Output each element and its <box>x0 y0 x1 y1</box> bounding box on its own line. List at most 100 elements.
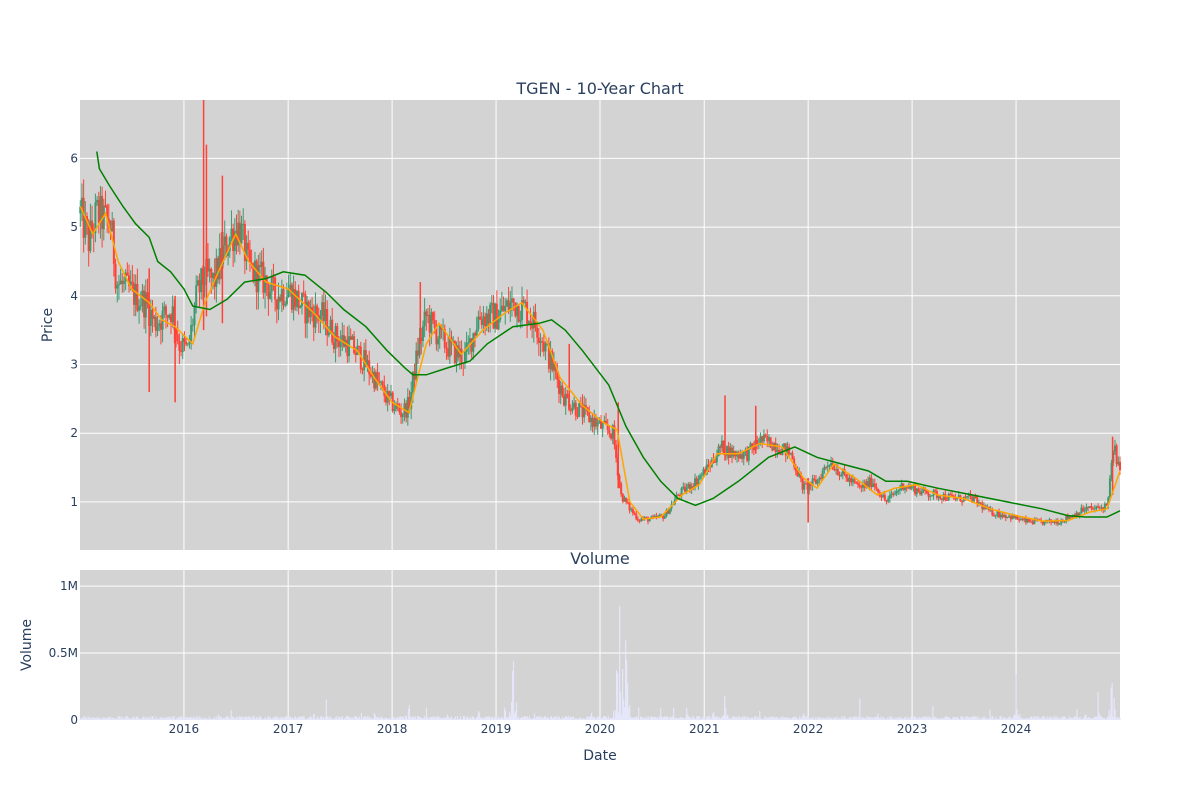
volume-bar <box>960 716 962 720</box>
candle-body <box>126 272 129 276</box>
volume-bar <box>750 717 752 720</box>
volume-bar <box>1082 718 1084 720</box>
candle-body <box>267 284 270 299</box>
candle-body <box>1041 521 1044 525</box>
volume-bar <box>146 718 148 720</box>
volume-bar <box>695 718 697 720</box>
volume-bar <box>627 683 629 720</box>
volume-bar <box>357 718 359 720</box>
volume-bar <box>992 716 994 720</box>
volume-bar <box>1118 717 1120 720</box>
candle-body <box>324 309 327 321</box>
volume-bar <box>145 716 147 720</box>
volume-bar <box>233 718 235 720</box>
volume-bar <box>876 716 878 720</box>
candle-body <box>739 454 742 459</box>
volume-bar <box>633 717 635 720</box>
volume-bar <box>850 716 852 720</box>
candle-body <box>1088 506 1091 508</box>
volume-axis-title: Volume <box>19 619 35 671</box>
candle-body <box>749 443 752 447</box>
candle-body <box>690 486 693 490</box>
candle-body <box>314 305 317 328</box>
volume-bar <box>142 716 144 720</box>
volume-bar <box>141 717 143 720</box>
candle-body <box>337 341 340 348</box>
volume-bar <box>1099 715 1101 720</box>
volume-bar <box>436 716 439 720</box>
volume-bar <box>787 717 789 720</box>
volume-bar <box>936 717 938 720</box>
volume-bar <box>670 716 672 720</box>
volume-bar <box>315 718 317 720</box>
volume-bar <box>376 716 378 720</box>
volume-bar <box>880 716 882 720</box>
volume-bar <box>659 716 661 720</box>
volume-bar <box>290 718 292 720</box>
candle-body <box>432 312 435 320</box>
volume-bar <box>297 717 299 720</box>
volume-bar <box>227 716 229 720</box>
volume-bar <box>261 719 263 720</box>
volume-bar <box>686 707 688 720</box>
volume-bar <box>646 716 648 720</box>
volume-bar <box>409 716 412 720</box>
candle-body <box>289 284 292 290</box>
volume-bar <box>498 718 501 720</box>
volume-bar <box>479 717 482 720</box>
candle-body <box>828 465 831 467</box>
price-gridlines <box>80 100 1120 550</box>
volume-bar <box>598 719 601 720</box>
volume-bar <box>596 716 599 720</box>
volume-bar <box>1003 716 1005 720</box>
volume-bar <box>813 719 815 720</box>
volume-bar <box>490 717 493 720</box>
volume-bar <box>733 716 735 720</box>
volume-bar <box>744 716 746 720</box>
volume-bar <box>491 716 494 720</box>
volume-bar <box>418 717 421 720</box>
candle-body <box>904 487 907 490</box>
candle-body <box>895 490 898 494</box>
candle-body <box>390 392 393 396</box>
candle-body <box>527 321 530 324</box>
volume-bar <box>379 717 381 720</box>
volume-bar <box>1093 717 1095 720</box>
candle-body <box>1014 515 1017 519</box>
volume-bar <box>160 717 162 720</box>
volume-bar <box>239 716 241 720</box>
candle-body <box>746 449 749 461</box>
volume-bar <box>463 716 466 720</box>
candle-body <box>846 477 849 482</box>
volume-bar <box>241 716 243 720</box>
volume-bar <box>990 718 992 720</box>
volume-bar <box>656 717 658 720</box>
candle-body <box>791 452 794 459</box>
volume-bar <box>649 719 651 720</box>
volume-bar <box>1073 716 1075 720</box>
volume-bar <box>687 714 689 720</box>
volume-bar <box>1084 714 1086 720</box>
candle-body <box>823 466 826 471</box>
volume-bar <box>715 716 717 720</box>
volume-bar <box>975 716 977 720</box>
volume-bar <box>757 716 759 720</box>
candle-body <box>937 496 940 498</box>
volume-bar <box>904 716 906 720</box>
candle-body <box>203 283 206 285</box>
candle-body <box>94 202 97 234</box>
volume-bar <box>747 717 749 720</box>
volume-bar <box>613 710 615 720</box>
volume-bar <box>916 719 918 720</box>
candle-body <box>610 433 613 439</box>
volume-bar <box>236 716 238 720</box>
volume-bar <box>393 716 396 720</box>
volume-bar <box>508 711 511 720</box>
candle-body <box>704 469 707 475</box>
candle-body <box>96 199 99 203</box>
volume-bar <box>434 718 437 720</box>
x-tick-label: 2024 <box>1001 722 1032 736</box>
volume-bar <box>914 716 916 720</box>
volume-bar <box>932 706 934 720</box>
volume-bar <box>885 718 887 720</box>
